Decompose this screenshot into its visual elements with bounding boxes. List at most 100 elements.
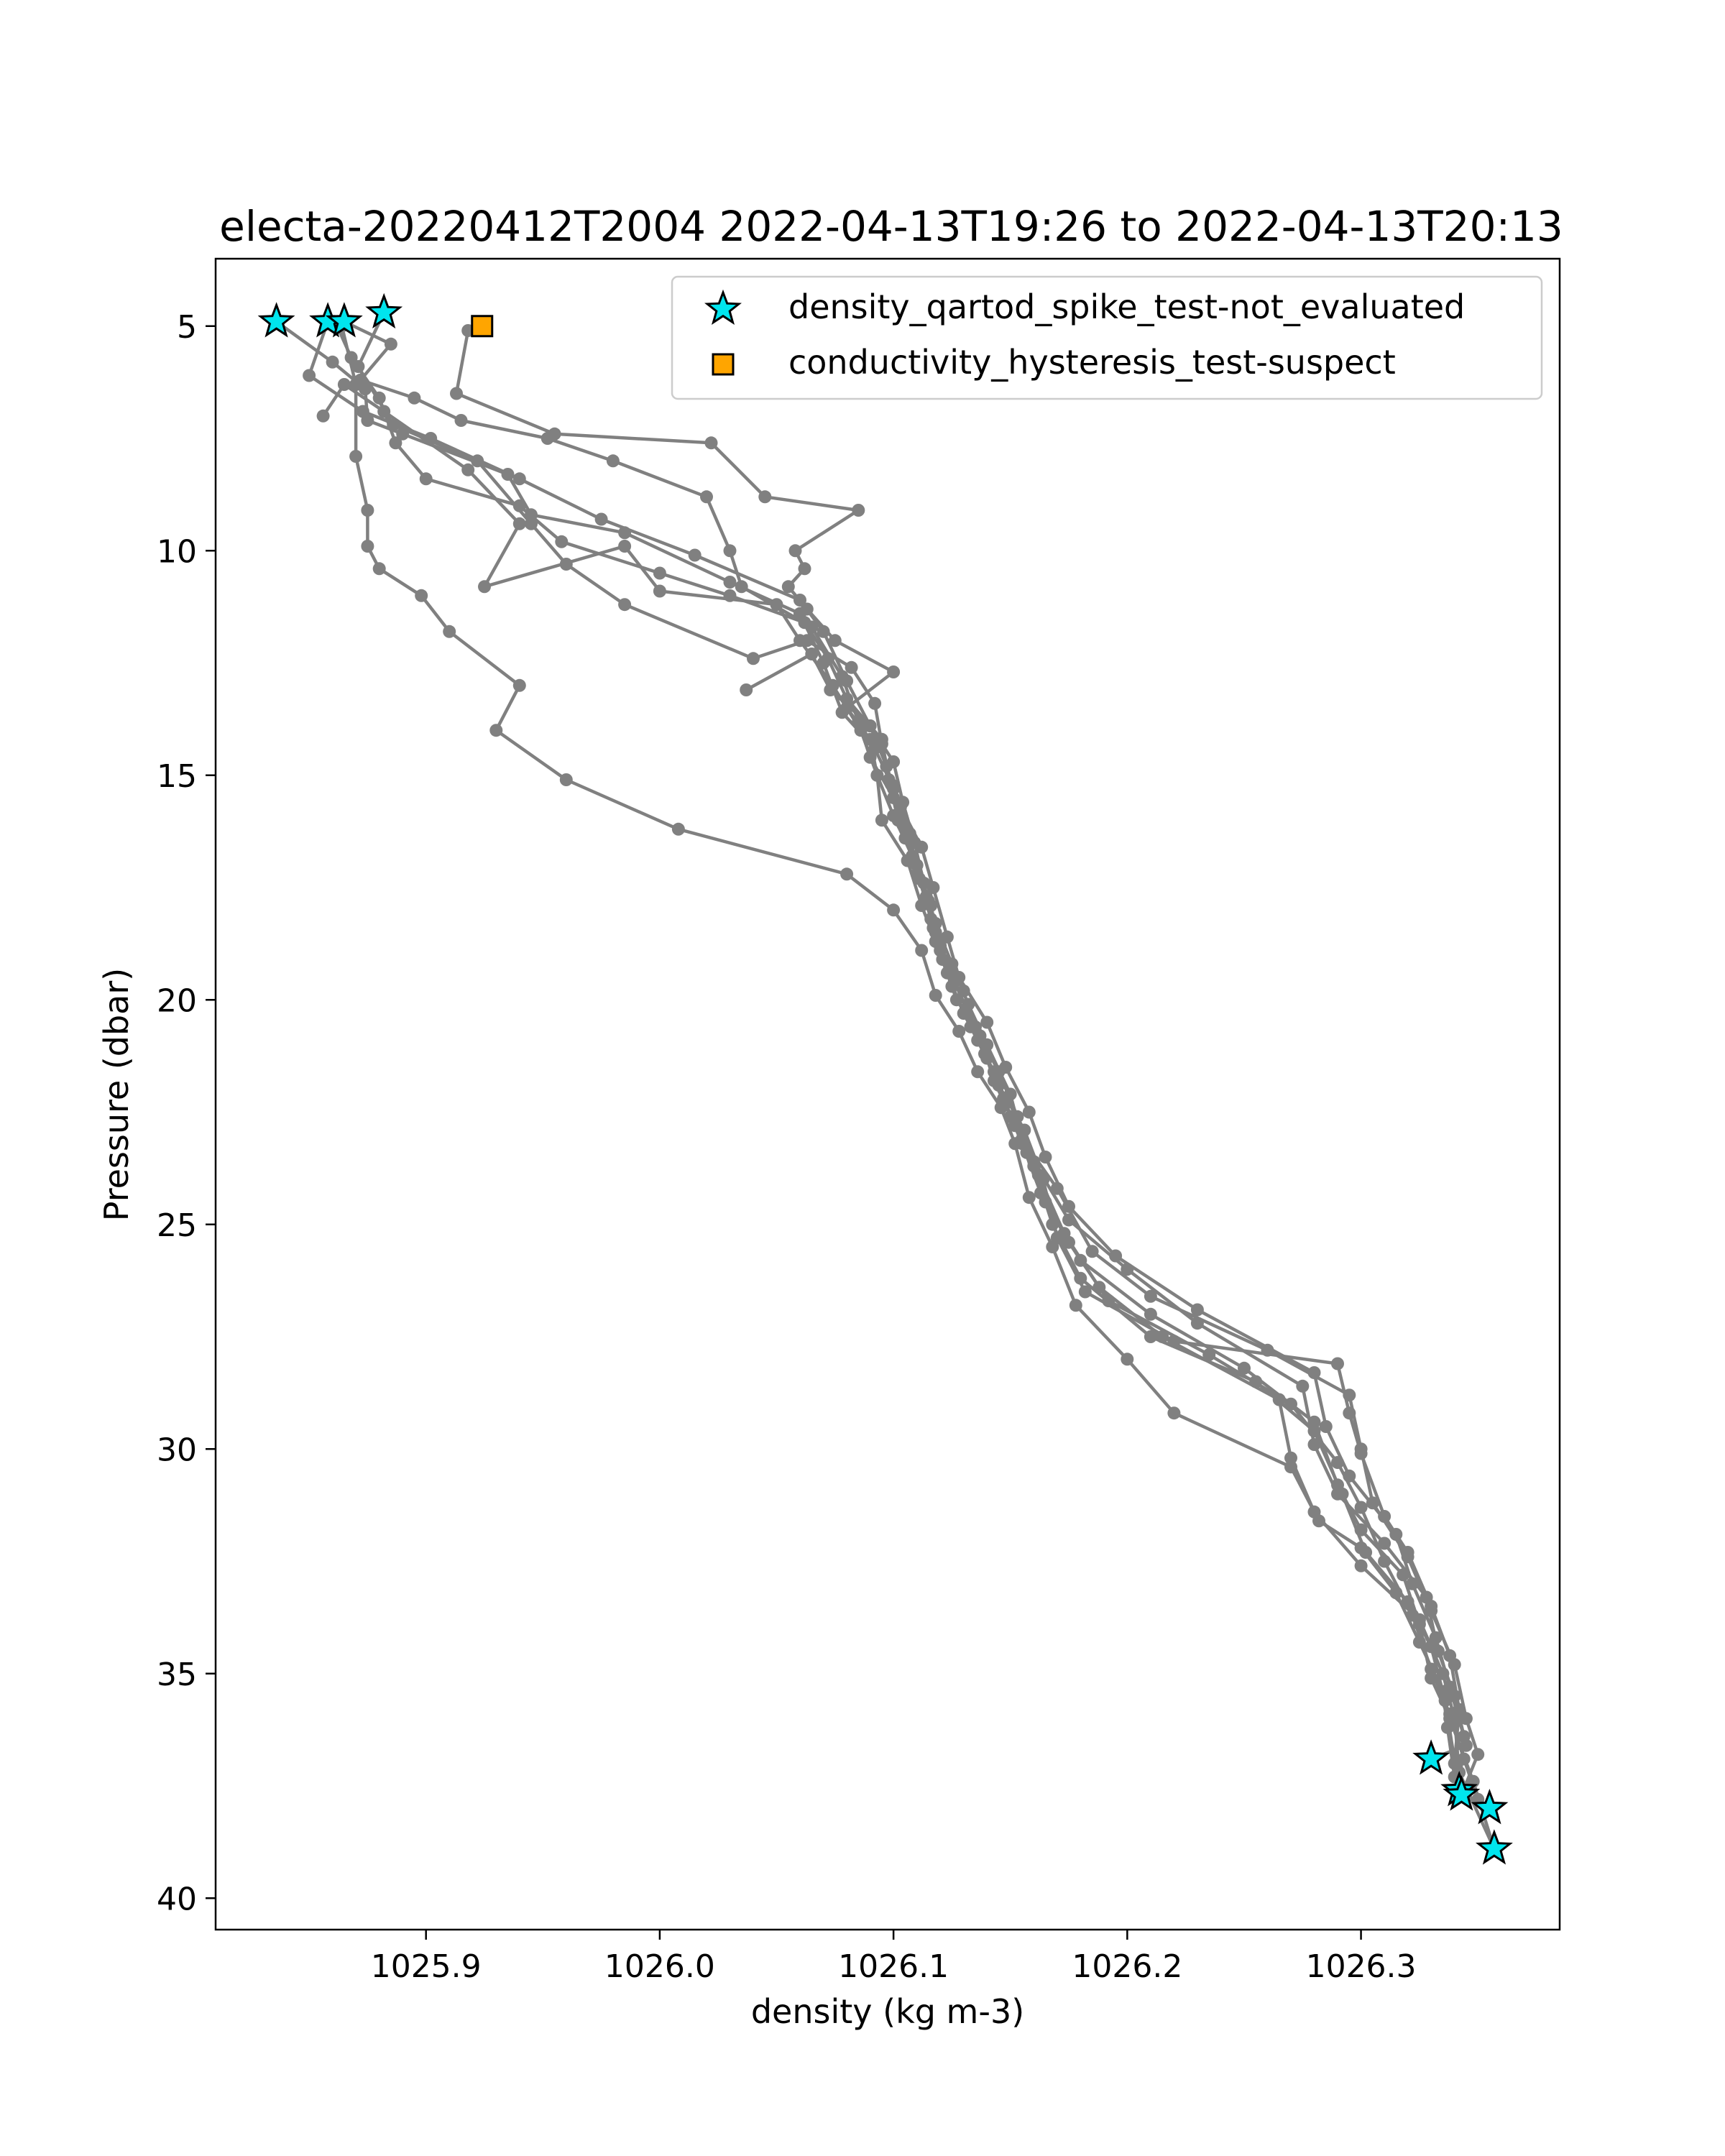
profile-point: [512, 499, 526, 512]
profile-point: [798, 562, 811, 576]
profile-point: [805, 620, 819, 634]
x-tick-label: 1026.1: [838, 1948, 949, 1985]
profile-line: [307, 321, 1466, 1791]
profile-point: [361, 504, 374, 517]
profile-point: [471, 454, 484, 468]
profile-point: [1335, 1487, 1349, 1501]
profile-point: [337, 378, 351, 391]
profile-point: [1284, 1451, 1297, 1465]
profile-point: [1062, 1213, 1075, 1227]
profile-point: [887, 809, 901, 822]
spike-test-star-marker: [325, 302, 363, 338]
profile-point: [908, 836, 921, 849]
y-tick-label: 30: [157, 1432, 197, 1468]
profile-point: [512, 472, 526, 486]
profile-point: [747, 652, 760, 665]
legend-star-marker: [704, 289, 742, 326]
profile-point: [1022, 1191, 1036, 1204]
legend-box: [671, 275, 1543, 400]
profile-point: [1190, 1303, 1204, 1317]
chart-title: electa-20220412T2004 2022-04-13T19:26 to…: [219, 202, 1563, 251]
profile-point: [559, 773, 573, 786]
profile-point: [1284, 1397, 1297, 1411]
profile-point: [1307, 1415, 1321, 1429]
y-tick-label: 40: [157, 1881, 197, 1917]
profile-point: [952, 1025, 966, 1038]
profile-point: [1425, 1662, 1438, 1676]
profile-point: [1018, 1123, 1031, 1137]
profile-point: [884, 778, 898, 791]
profile-point: [915, 944, 929, 957]
profile-point: [1039, 1151, 1052, 1164]
x-tick-label: 1026.2: [1072, 1948, 1182, 1985]
profile-point: [959, 1002, 972, 1015]
profile-point: [443, 625, 456, 638]
profile-point: [1443, 1708, 1457, 1720]
profile-point: [1343, 1406, 1356, 1420]
profile-point: [1378, 1537, 1392, 1550]
profile-point: [971, 1065, 985, 1079]
profile-point: [356, 405, 369, 418]
profile-point: [887, 755, 901, 768]
profile-point: [653, 584, 666, 598]
profile-point: [1202, 1348, 1216, 1361]
profile-point: [1062, 1199, 1075, 1213]
profile-point: [863, 719, 877, 732]
profile-point: [901, 854, 914, 867]
profile-point: [671, 822, 685, 836]
profile-point: [349, 378, 363, 391]
profile-point: [1312, 1514, 1325, 1528]
profile-point: [1406, 1608, 1420, 1622]
profile-point: [653, 566, 666, 580]
profile-point: [794, 634, 806, 648]
profile-line: [336, 325, 1468, 1761]
profile-point: [1085, 1245, 1099, 1258]
profile-point: [980, 1015, 994, 1029]
profile-point: [1401, 1546, 1414, 1559]
profile-point: [688, 548, 702, 562]
profile-series: [303, 315, 1471, 1797]
profile-series: [337, 315, 1501, 1856]
spike-test-star-marker: [1412, 1739, 1450, 1775]
profile-point: [1425, 1640, 1438, 1654]
profile-point: [1457, 1752, 1471, 1766]
profile-series: [351, 306, 1468, 1802]
profile-point: [1062, 1235, 1075, 1249]
profile-point: [512, 678, 526, 692]
profile-point: [845, 660, 858, 674]
profile-point: [723, 576, 737, 589]
profile-series: [740, 648, 1485, 1806]
profile-point: [788, 544, 802, 558]
profile-point: [978, 1047, 991, 1061]
profile-point: [735, 580, 748, 594]
profile-point: [840, 867, 854, 881]
profile-point: [594, 512, 608, 526]
profile-point: [1144, 1330, 1157, 1343]
profile-point: [929, 989, 942, 1002]
profile-point: [1121, 1353, 1134, 1366]
profile-point: [828, 634, 842, 648]
y-tick-label: 5: [177, 309, 197, 346]
profile-point: [361, 540, 374, 553]
profile-point: [1359, 1546, 1373, 1559]
profile-line: [275, 320, 1491, 1810]
y-tick-label: 25: [157, 1207, 197, 1244]
profile-point: [351, 360, 365, 373]
profile-line: [321, 382, 1461, 1791]
profile-point: [377, 405, 391, 418]
profile-point: [555, 535, 569, 548]
profile-point: [875, 814, 888, 827]
profile-point: [419, 472, 433, 486]
profile-point: [816, 625, 830, 638]
profile-point: [1406, 1577, 1420, 1590]
profile-point: [1102, 1294, 1116, 1307]
profile-point: [1167, 1406, 1181, 1420]
profile-point: [917, 876, 931, 890]
profile-point: [1378, 1554, 1392, 1568]
profile-point: [489, 724, 503, 737]
profile-point: [606, 454, 620, 468]
plot-frame: [214, 257, 1561, 1931]
profile-point: [1378, 1510, 1392, 1523]
profile-point: [1354, 1559, 1368, 1572]
